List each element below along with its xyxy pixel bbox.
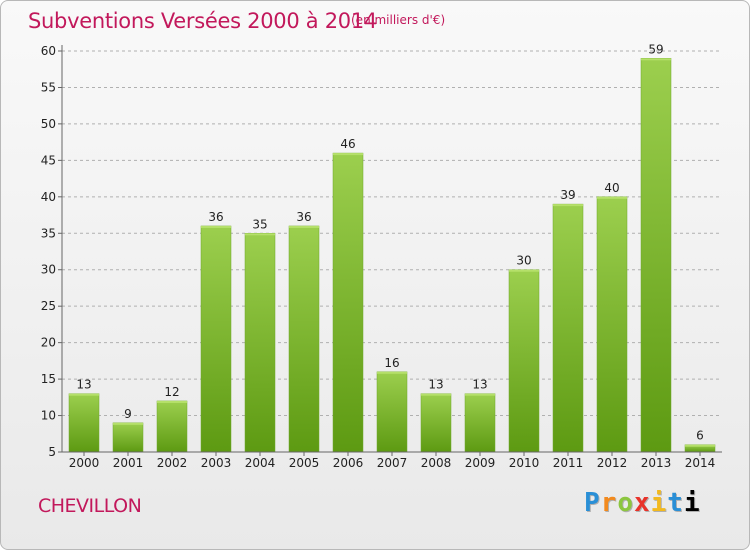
label-layer: 13 9 12 36 35 36 46 16 13 13 30 39 40 59 6 [76,42,703,442]
y-tick-label: 50 [41,117,56,131]
x-tick-label-2006: 2006 [333,456,364,470]
value-label-2003: 36 [208,210,223,224]
value-label-2000: 13 [76,378,91,392]
value-label-2014: 6 [696,429,704,443]
value-label-2012: 40 [604,181,619,195]
bar-2009[interactable] [464,393,496,453]
y-tick-label: 20 [41,336,56,350]
value-label-2013: 59 [648,42,663,56]
bar-highlight [289,225,319,228]
bar-highlight [333,153,363,156]
x-tick-label-2007: 2007 [377,456,408,470]
bar-2013[interactable] [640,58,672,453]
value-label-2008: 13 [428,378,443,392]
logo-letter: r [600,488,618,518]
y-tick-label: 55 [41,80,56,94]
x-tick-label-2013: 2013 [641,456,672,470]
bar-2007[interactable] [376,371,408,453]
x-tick-label-2008: 2008 [421,456,452,470]
proxiti-logo[interactable]: Proxiti [584,488,701,518]
logo-letter: x [633,488,651,518]
x-tick-label-2005: 2005 [289,456,320,470]
bar-2000[interactable] [68,393,100,453]
x-tick-label-2012: 2012 [597,456,628,470]
bar-highlight [157,400,187,403]
commune-name: CHEVILLON [38,495,142,517]
bar-2001[interactable] [112,422,144,453]
x-tick-label-2002: 2002 [157,456,188,470]
bar-layer [68,58,716,453]
value-label-2011: 39 [560,188,575,202]
bar-highlight [69,393,99,396]
y-tick-label: 40 [41,190,56,204]
y-tick-label: 45 [41,153,56,167]
chart-title: Subventions Versées 2000 à 2014 [28,9,377,33]
bar-2004[interactable] [244,233,276,453]
logo-letter: t [667,488,684,518]
bar-highlight [201,225,231,228]
bar-highlight [597,196,627,199]
bar-2005[interactable] [288,225,320,453]
y-tick-label: 10 [41,409,56,423]
bar-highlight [641,58,671,61]
value-label-2004: 35 [252,217,267,231]
bar-2010[interactable] [508,269,540,453]
logo-letter: o [617,488,634,518]
value-label-2006: 46 [340,137,355,151]
bar-2002[interactable] [156,400,188,453]
y-tick-label: 15 [41,372,56,386]
bar-highlight [245,233,275,236]
bar-2012[interactable] [596,196,628,453]
bar-2006[interactable] [332,152,364,453]
value-label-2009: 13 [472,378,487,392]
axis-layer: 5 10 15 20 25 30 35 40 45 50 55 60 2000 2001 2002 2003 2… [41,44,722,470]
x-tick-label-2000: 2000 [69,456,100,470]
logo-letter: i [683,488,701,518]
x-tick-label-2010: 2010 [509,456,540,470]
x-tick-label-2004: 2004 [245,456,276,470]
x-tick-label-2003: 2003 [201,456,232,470]
y-tick-label: 30 [41,263,56,277]
bar-highlight [113,422,143,425]
x-tick-label-2009: 2009 [465,456,496,470]
bar-highlight [377,371,407,374]
value-label-2001: 9 [124,407,132,421]
bar-2003[interactable] [200,225,232,453]
x-tick-label-2014: 2014 [685,456,716,470]
y-tick-label: 25 [41,299,56,313]
y-tick-label: 35 [41,226,56,240]
y-tick-label: 60 [41,44,56,58]
value-label-2005: 36 [296,210,311,224]
value-label-2010: 30 [516,254,531,268]
y-tick-label: 5 [48,445,56,459]
value-label-2007: 16 [384,356,399,370]
bar-highlight [553,204,583,207]
bar-highlight [685,444,715,447]
logo-letter: P [584,488,601,518]
bar-2008[interactable] [420,393,452,453]
logo-letter: i [650,488,668,518]
value-label-2002: 12 [164,385,179,399]
chart-unit: (en milliers d'€) [351,13,446,27]
bar-highlight [421,393,451,396]
bar-2011[interactable] [552,203,584,453]
x-tick-label-2011: 2011 [553,456,584,470]
bar-highlight [465,393,495,396]
x-tick-label-2001: 2001 [113,456,144,470]
bar-highlight [509,269,539,272]
